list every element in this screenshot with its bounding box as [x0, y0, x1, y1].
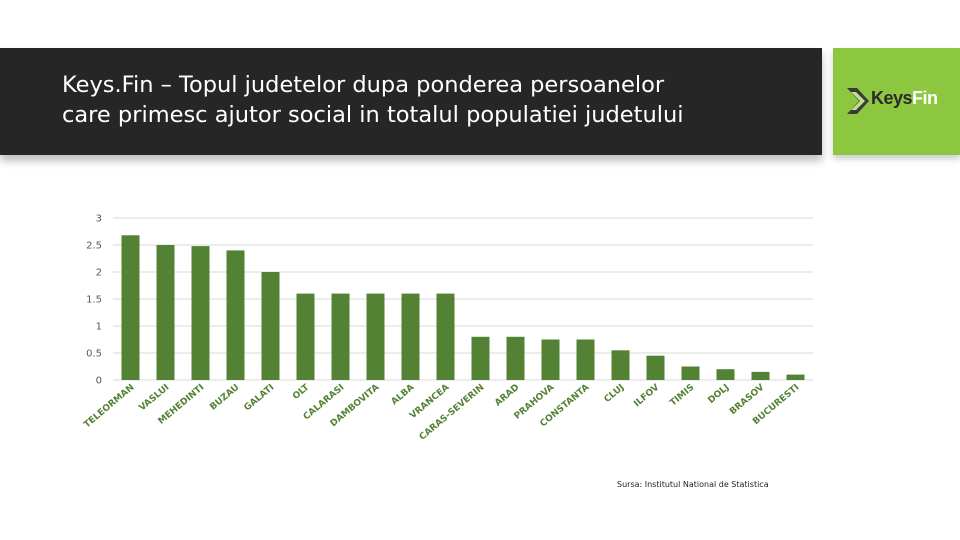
x-tick-label: GALATI — [243, 383, 277, 414]
x-tick-label: ALBA — [390, 383, 417, 408]
y-tick-label: 0.5 — [86, 349, 102, 360]
bar — [786, 374, 805, 380]
bar — [401, 293, 420, 380]
bar — [191, 246, 210, 380]
bar — [366, 293, 385, 380]
y-tick-label: 3 — [96, 214, 102, 225]
bar — [156, 245, 175, 380]
bar — [611, 350, 630, 380]
x-tick-label: OLT — [291, 382, 312, 402]
bar — [681, 366, 700, 380]
bar — [646, 355, 665, 380]
bar — [261, 272, 280, 380]
bar — [576, 339, 595, 380]
chevron-icon — [847, 88, 869, 114]
bar — [751, 371, 770, 380]
source-note: Sursa: Institutul National de Statistica — [617, 480, 769, 489]
x-tick-label: ILFOV — [632, 383, 661, 410]
bar — [506, 336, 525, 380]
page-title: Keys.Fin – Topul judetelor dupa ponderea… — [62, 72, 684, 128]
bar — [436, 293, 455, 380]
x-tick-label: ARAD — [493, 383, 521, 409]
x-tick-label: CLUJ — [603, 383, 627, 405]
logo-keys: Keys — [871, 88, 913, 108]
bar — [471, 336, 490, 380]
x-tick-label: DOLJ — [706, 383, 731, 406]
x-tick-label: TIMIS — [668, 383, 696, 409]
y-tick-label: 0 — [96, 376, 102, 387]
bar — [226, 250, 245, 380]
x-tick-label: CARAS-SEVERIN — [418, 383, 487, 443]
logo-fin: Fin — [912, 88, 938, 108]
y-tick-label: 1 — [96, 322, 102, 333]
bar — [541, 339, 560, 380]
bar — [716, 369, 735, 380]
bar — [331, 293, 350, 380]
y-tick-label: 1.5 — [86, 295, 102, 306]
logo-inner: KeysFin — [845, 84, 955, 116]
x-tick-label: VASLUI — [138, 383, 172, 414]
x-tick-label: BUZAU — [208, 383, 241, 413]
bar — [121, 235, 140, 380]
logo-text: KeysFin — [871, 88, 938, 109]
logo: KeysFin — [833, 48, 960, 155]
title-bar: Keys.Fin – Topul judetelor dupa ponderea… — [0, 48, 822, 155]
bar — [296, 293, 315, 380]
x-tick-label: TELEORMAN — [82, 383, 136, 431]
y-tick-label: 2.5 — [86, 241, 102, 252]
y-tick-label: 2 — [96, 268, 102, 279]
